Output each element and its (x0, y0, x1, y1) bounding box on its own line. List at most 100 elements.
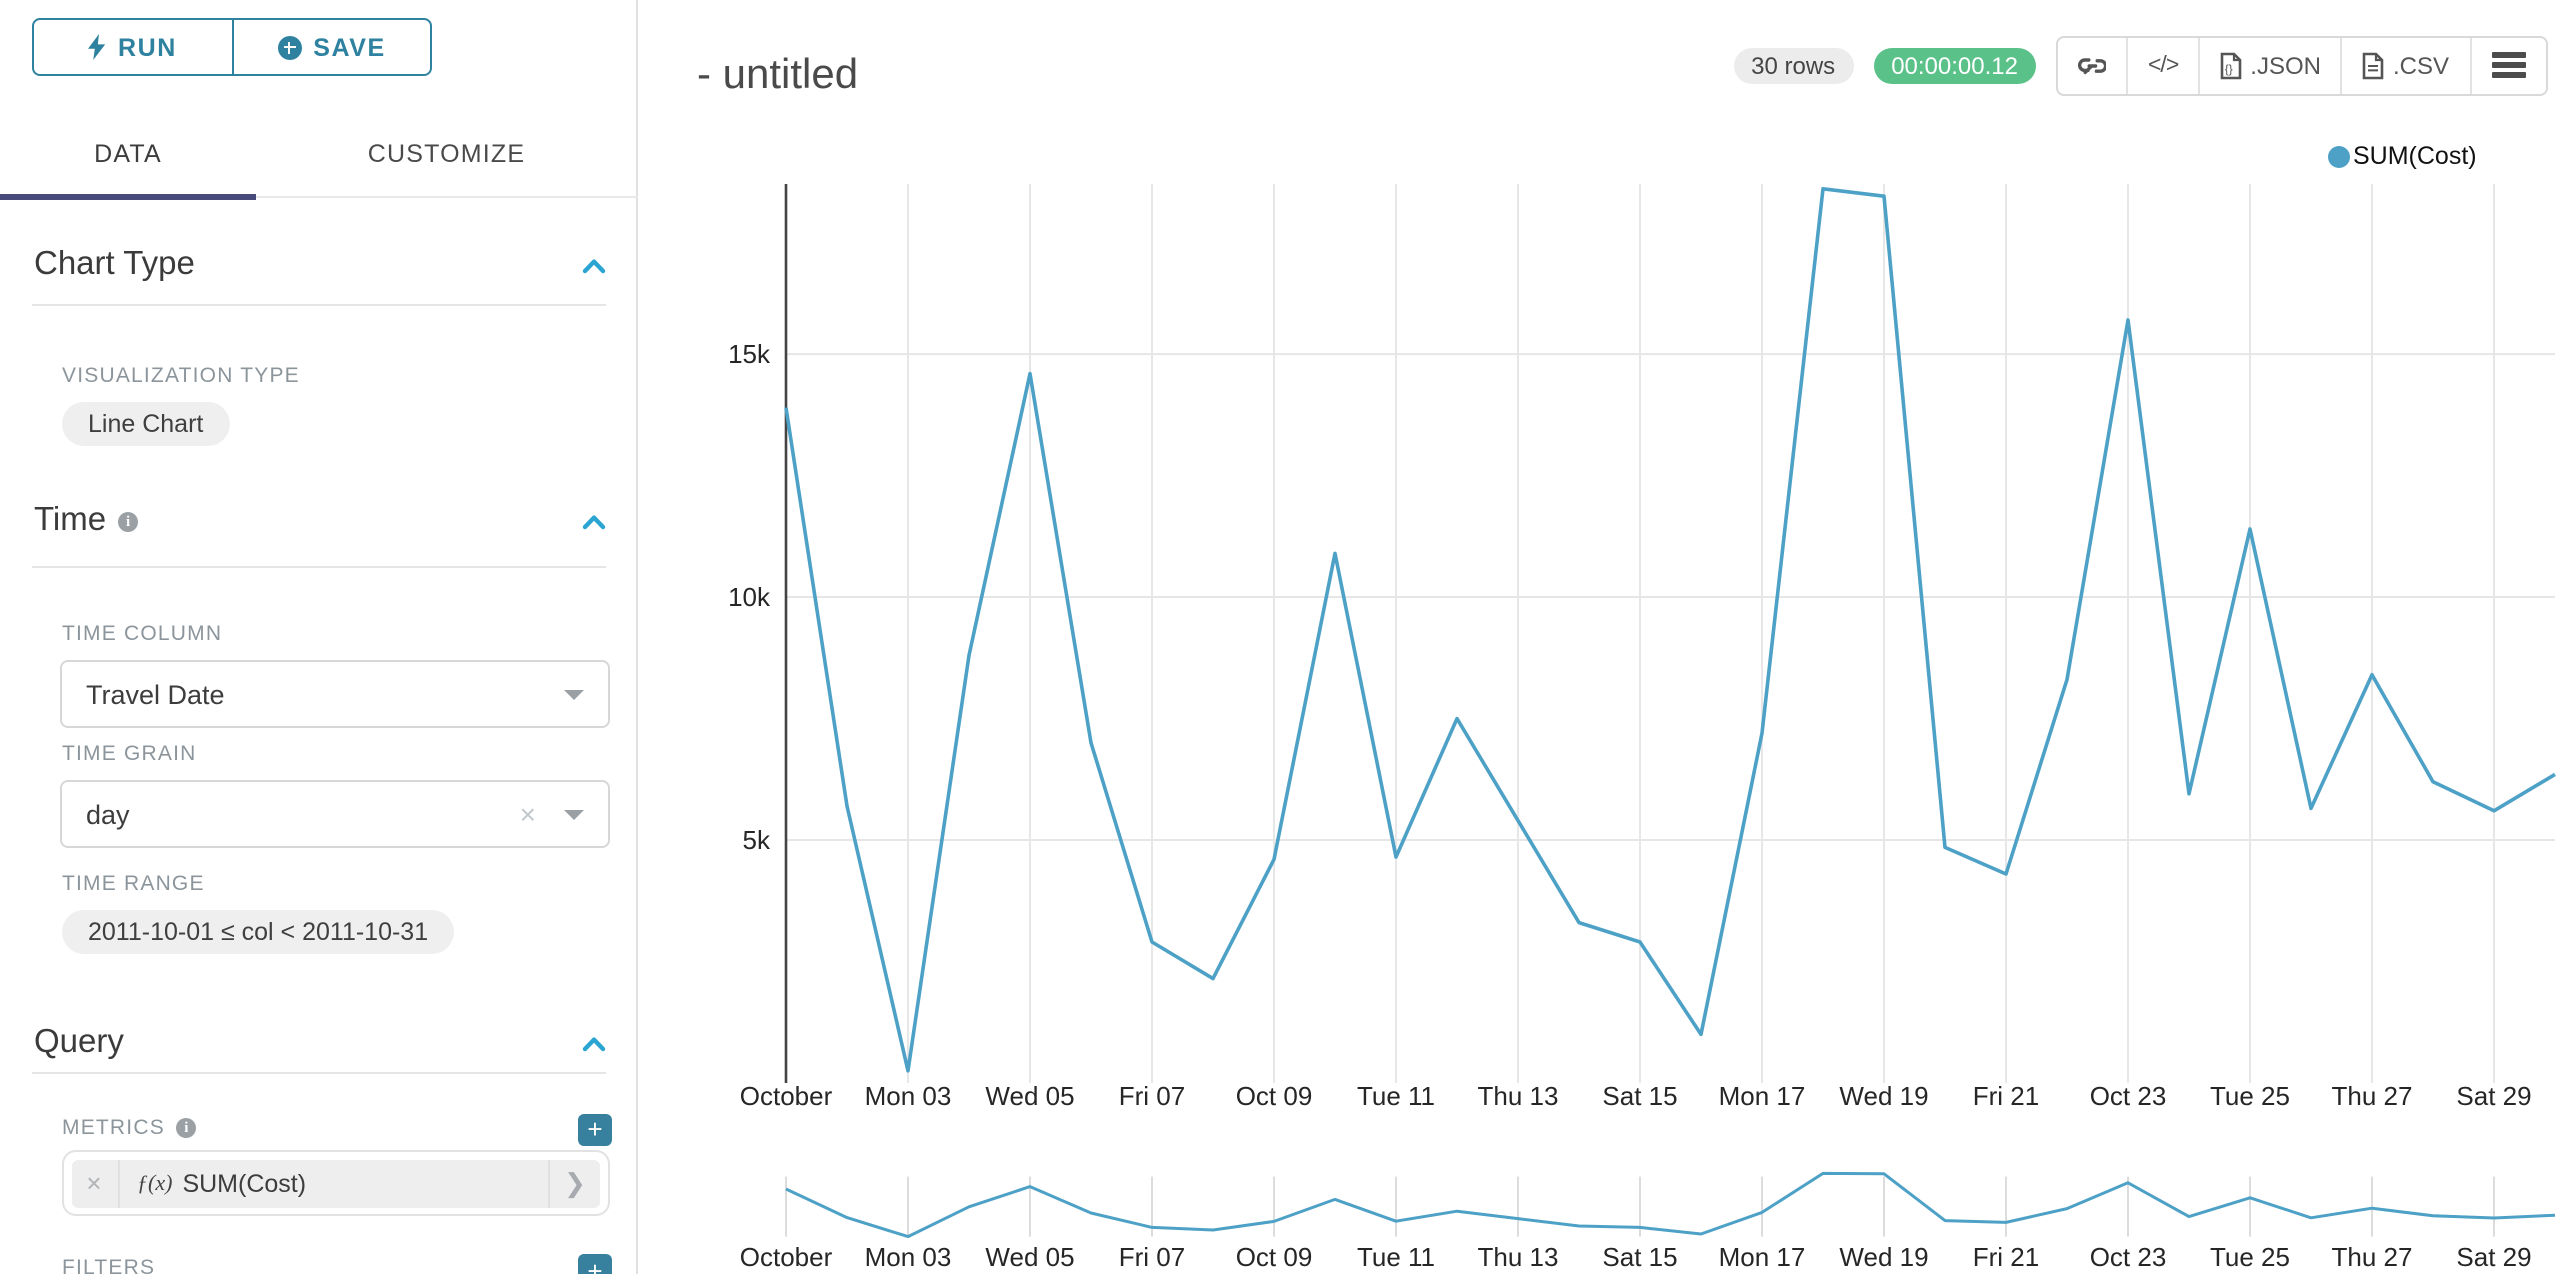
section-title: Chart Type (34, 246, 195, 282)
context-x-tick-label: Tue 11 (1356, 1242, 1434, 1272)
export-csv-button[interactable]: .CSV (2340, 37, 2469, 93)
context-brush-line (784, 1171, 2555, 1239)
metric-name[interactable]: SUM(Cost) (182, 1169, 307, 1197)
clear-icon[interactable]: × (519, 798, 536, 830)
context-x-tick-label: Thu 27 (2331, 1242, 2412, 1272)
time-grain-value: day (86, 799, 130, 829)
visualization-type-pill[interactable]: Line Chart (62, 402, 230, 446)
x-axis-tick-label: Wed 05 (984, 1081, 1073, 1111)
run-button-label: RUN (118, 33, 177, 61)
remove-metric-icon[interactable]: × (71, 1159, 119, 1207)
info-icon: i (118, 511, 139, 531)
x-axis-tick-label: Tue 25 (2209, 1081, 2289, 1111)
context-x-tick-label: Mon 03 (864, 1242, 951, 1272)
run-button[interactable]: RUN (34, 20, 231, 74)
legend-label: SUM(Cost) (2353, 142, 2477, 170)
context-x-tick-label: Oct 23 (2089, 1242, 2166, 1272)
svg-text:{}: {} (2225, 61, 2233, 75)
y-axis-tick-label: 15k (727, 339, 770, 369)
chevron-right-icon[interactable]: ❯ (548, 1159, 600, 1207)
tab-data[interactable]: DATA (0, 112, 256, 200)
save-button-label: SAVE (313, 33, 386, 61)
add-filter-button[interactable]: + (578, 1254, 612, 1274)
metrics-label: METRICS i (62, 1116, 197, 1140)
add-metric-button[interactable]: + (578, 1113, 612, 1146)
visualization-type-label: VISUALIZATION TYPE (62, 364, 300, 388)
run-save-button-group: RUN SAVE (32, 18, 432, 76)
code-icon: </> (2148, 53, 2179, 77)
chevron-up-icon[interactable] (582, 503, 606, 539)
context-x-tick-label: Sat 15 (1601, 1242, 1676, 1272)
file-json-icon: {} (2220, 51, 2242, 79)
save-button[interactable]: SAVE (231, 20, 430, 74)
export-csv-label: .CSV (2392, 51, 2449, 79)
caret-down-icon (564, 809, 584, 819)
divider (32, 304, 606, 306)
row-count-badge: 30 rows (1733, 47, 1854, 83)
chart-legend[interactable]: SUM(Cost) (2327, 142, 2477, 170)
time-range-label: TIME RANGE (62, 872, 205, 896)
divider (32, 1072, 606, 1074)
view-query-button[interactable]: </> (2126, 37, 2198, 93)
x-axis-tick-label: Sat 15 (1601, 1081, 1676, 1111)
time-column-select[interactable]: Travel Date (60, 660, 610, 728)
x-axis-tick-label: Tue 11 (1356, 1081, 1434, 1111)
tab-customize[interactable]: CUSTOMIZE (367, 140, 526, 168)
legend-dot (2327, 145, 2349, 167)
context-x-tick-label: Oct 09 (1235, 1242, 1312, 1272)
fx-icon: ƒ(x) (137, 1171, 173, 1195)
y-axis-tick-label: 5k (742, 825, 770, 855)
hamburger-menu-icon (2491, 51, 2525, 79)
chevron-up-icon[interactable] (582, 1025, 606, 1061)
x-axis-tick-label: Mon 17 (1718, 1081, 1805, 1111)
info-icon: i (176, 1118, 197, 1138)
chevron-up-icon[interactable] (582, 247, 606, 283)
filters-label: FILTERS (62, 1256, 156, 1274)
x-axis-tick-label: Mon 03 (864, 1081, 951, 1111)
control-panel-sidebar: RUN SAVE DATA CUSTOMIZE Chart Type VISUA… (0, 0, 637, 1274)
x-axis-tick-label: Wed 19 (1838, 1081, 1927, 1111)
metric-item: × ƒ(x) SUM(Cost) ❯ (71, 1159, 600, 1207)
file-csv-icon (2363, 51, 2385, 79)
lightning-bolt-icon (88, 34, 106, 60)
time-column-value: Travel Date (86, 679, 225, 709)
context-x-tick-label: Sat 29 (2455, 1242, 2530, 1272)
x-axis-tick-label: Oct 09 (1235, 1081, 1312, 1111)
divider (32, 566, 606, 568)
plus-circle-icon (277, 35, 302, 59)
x-axis-tick-label: Thu 13 (1477, 1081, 1558, 1111)
x-axis-tick-label: Thu 27 (2331, 1081, 2412, 1111)
y-axis-tick-label: 10k (727, 582, 770, 612)
time-range-pill[interactable]: 2011-10-01 ≤ col < 2011-10-31 (62, 910, 455, 954)
chart-area: - untitled 30 rows 00:00:00.12 </> (639, 0, 2576, 1274)
query-timer-badge: 00:00:00.12 (1873, 47, 2036, 83)
context-x-tick-label: Mon 17 (1718, 1242, 1805, 1272)
section-chart-type-header: Chart Type (34, 246, 606, 284)
context-x-tick-label: Fri 21 (1972, 1242, 2038, 1272)
chart-header-actions: 30 rows 00:00:00.12 </> (1733, 35, 2547, 95)
share-link-button[interactable] (2058, 37, 2126, 93)
x-axis-tick-label: Fri 21 (1972, 1081, 2038, 1111)
context-x-tick-label: Wed 19 (1838, 1242, 1927, 1272)
chart-menu-button[interactable] (2469, 37, 2545, 93)
link-icon (2078, 57, 2106, 74)
export-json-label: .JSON (2250, 51, 2321, 79)
x-axis-tick-label: Fri 07 (1118, 1081, 1184, 1111)
context-x-tick-label: Wed 05 (984, 1242, 1073, 1272)
metric-container: × ƒ(x) SUM(Cost) ❯ (61, 1150, 610, 1216)
export-json-button[interactable]: {} .JSON (2198, 37, 2341, 93)
section-title: Query (34, 1024, 124, 1060)
section-query-header: Query (34, 1024, 606, 1062)
x-axis-tick-label: Sat 29 (2455, 1081, 2530, 1111)
time-grain-select[interactable]: day × (60, 780, 610, 848)
time-grain-label: TIME GRAIN (62, 742, 197, 766)
x-axis-tick-label: Oct 23 (2089, 1081, 2166, 1111)
section-title: Time (34, 502, 107, 538)
context-x-tick-label: Fri 07 (1118, 1242, 1184, 1272)
context-x-tick-label: Thu 13 (1477, 1242, 1558, 1272)
chart-title[interactable]: - untitled (697, 52, 859, 98)
line-chart-canvas[interactable]: 5k 10k 15k October Mon 03 Wed 05 Fri 07 Oct 09 T… (639, 0, 2576, 1274)
x-axis-tick-label: October (739, 1081, 832, 1111)
panel-tabs: DATA CUSTOMIZE (0, 112, 637, 200)
